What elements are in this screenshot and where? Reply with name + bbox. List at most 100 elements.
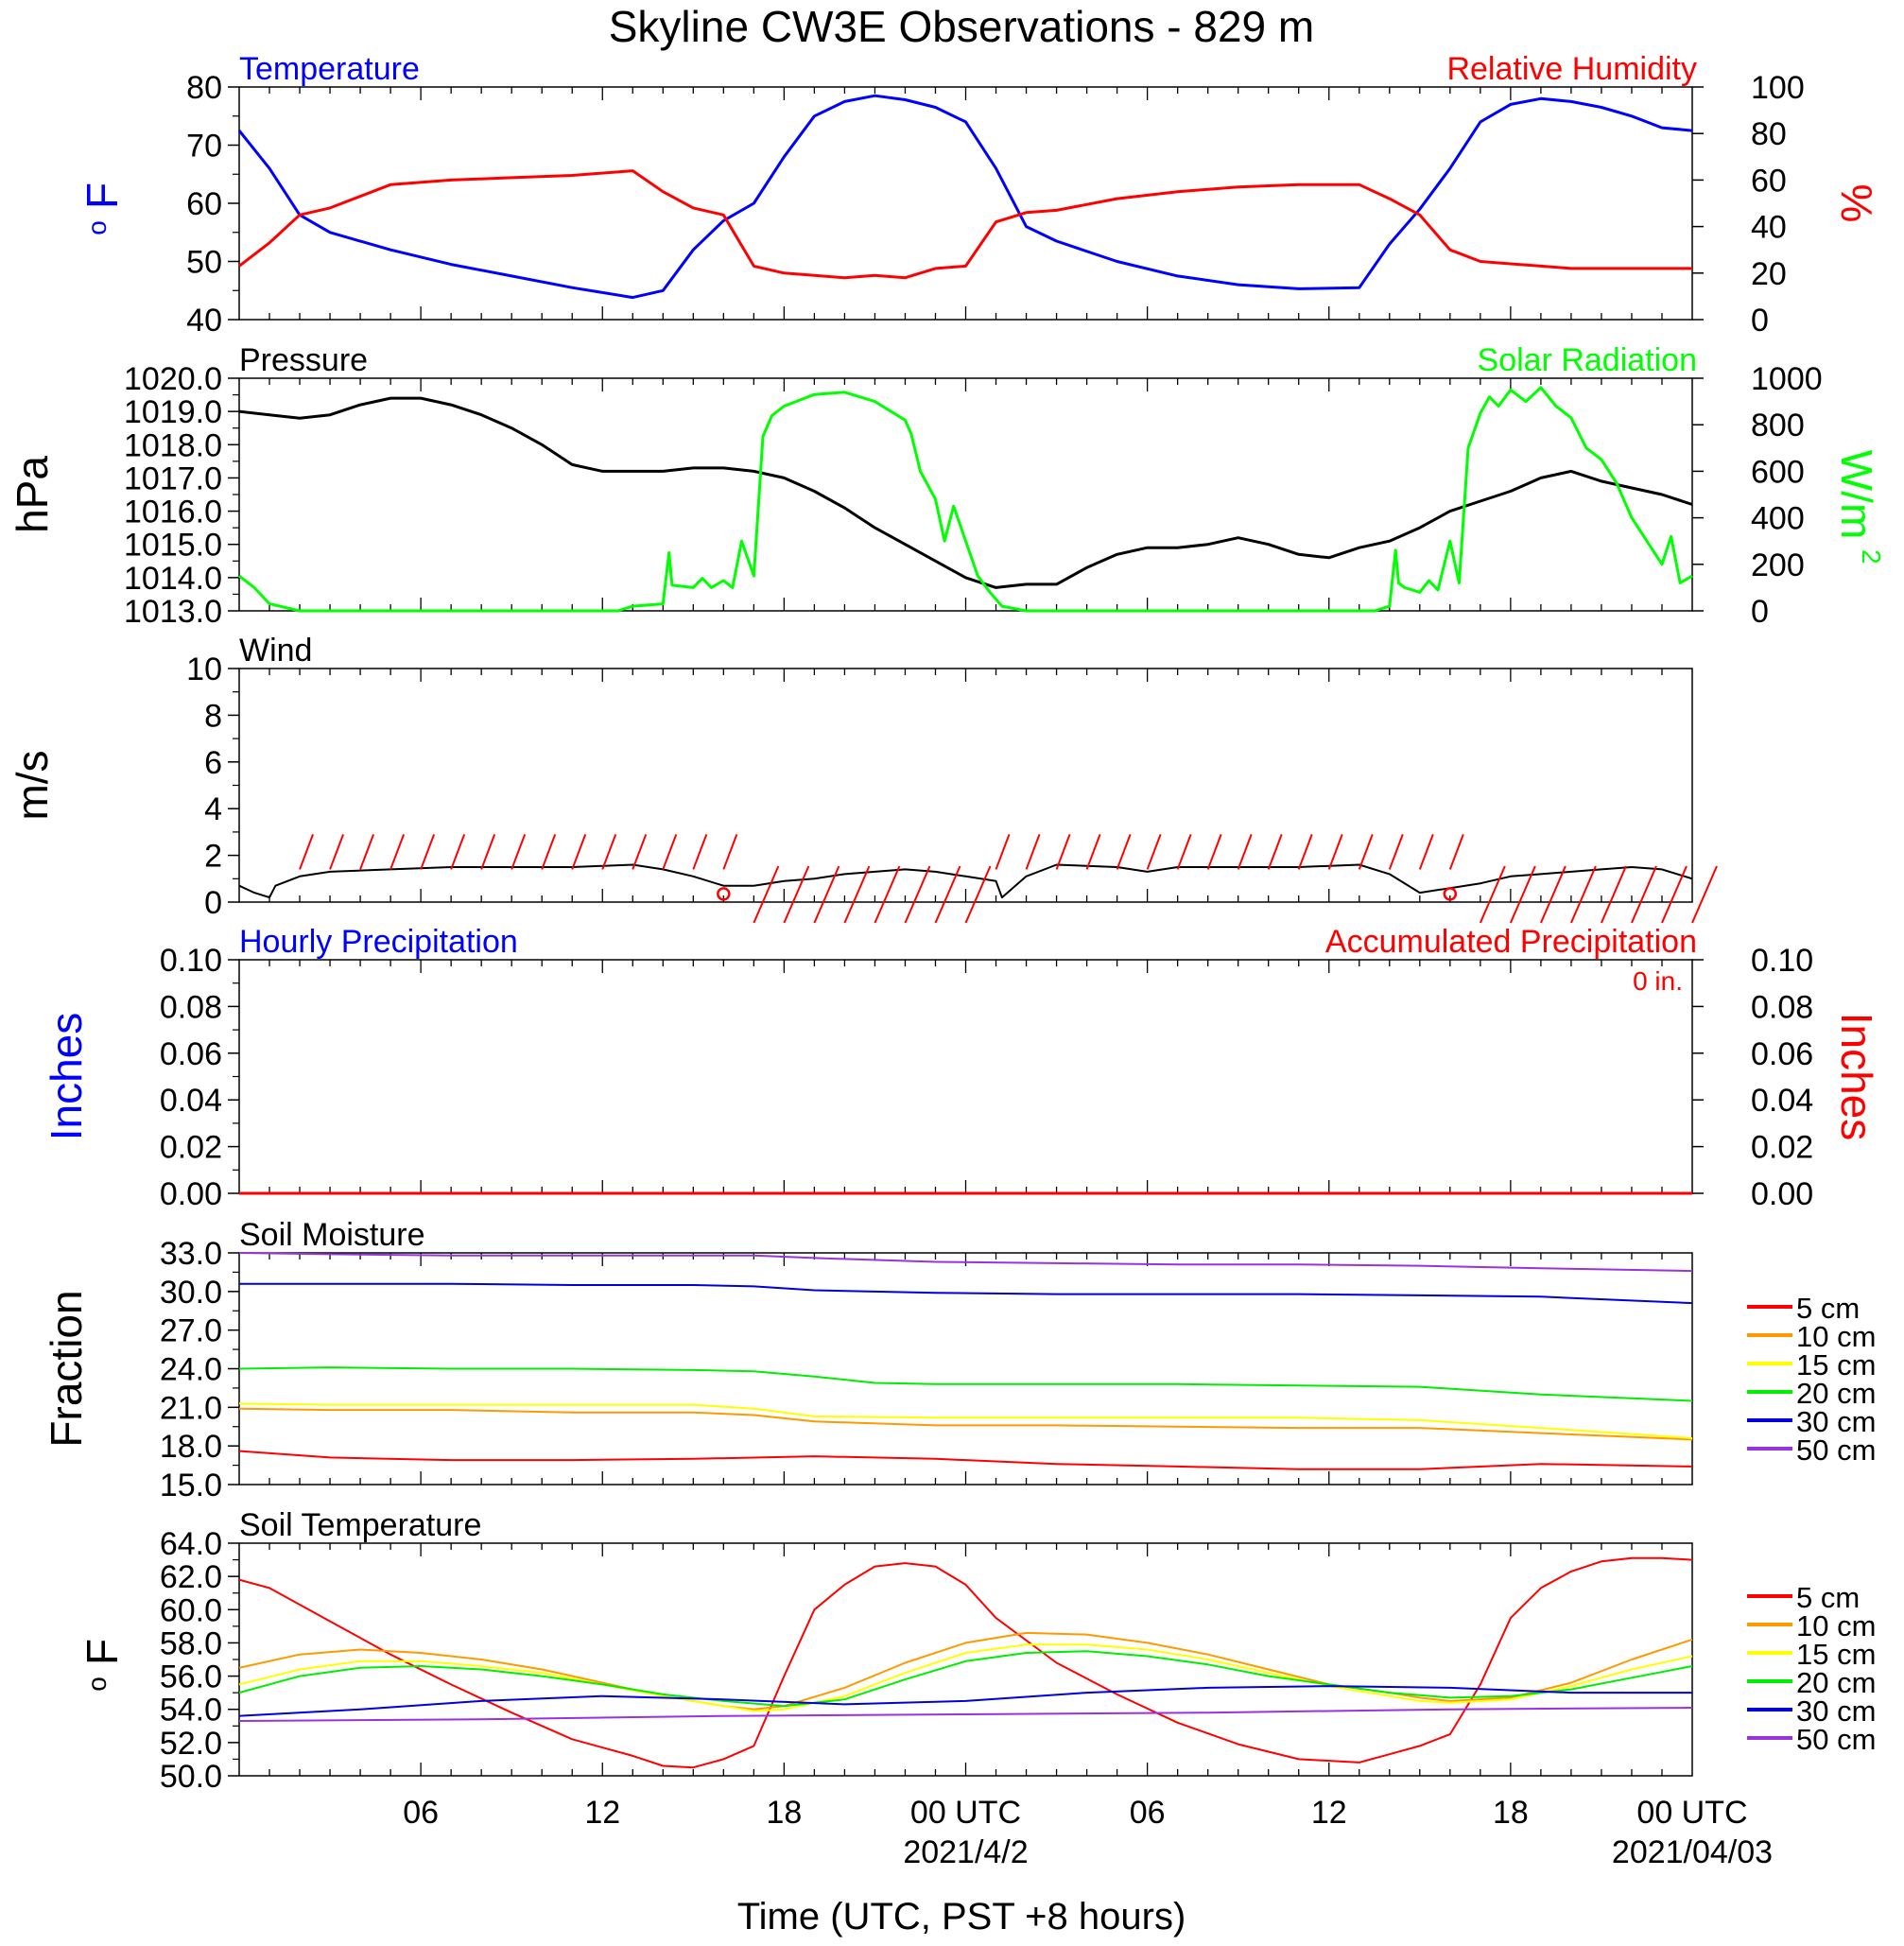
wind-barb [1479,865,1506,924]
wind-barb [1448,834,1464,870]
unit-degree-mark: o [82,220,112,235]
wind-barb [601,834,617,870]
right-tick-label: 0 [1751,594,1769,630]
left-tick-label: 18.0 [160,1429,222,1465]
left-axis-label: Fraction [42,1290,91,1447]
unit-letter: F [78,182,127,209]
panel-left-title: Temperature [239,51,420,87]
right-tick-label: 0.10 [1751,943,1813,979]
left-tick-label: 1020.0 [124,361,222,397]
left-tick-label: 50.0 [160,1759,222,1795]
wind-barb [359,834,375,870]
wind-barb [692,834,708,870]
unit-superscript: 2 [1857,549,1886,565]
wind-barb [904,865,931,924]
wind-barb [874,865,901,924]
wind-barb [753,865,780,924]
calm-wind-marker [1443,887,1458,901]
legend-label: 50 cm [1796,1723,1876,1756]
right-tick-label: 0.06 [1751,1036,1813,1072]
wind-barb [1539,865,1566,924]
right-tick-label: 100 [1751,70,1805,106]
left-tick-label: 56.0 [160,1659,222,1695]
right-tick-label: 0.00 [1751,1176,1813,1212]
wind-barb [1691,865,1718,924]
legend-label: 30 cm [1796,1405,1876,1438]
legend-label: 15 cm [1796,1348,1876,1381]
wind-barb [541,834,557,870]
wind-barb [722,834,738,870]
panel-right-title: Accumulated Precipitation [1325,924,1697,960]
wind-barb [1146,834,1162,870]
left-tick-label: 70 [186,129,222,165]
panel-precip: 0.00 0.02 0.04 0.06 0.08 0.10 0.00 0.02 0.04 0.06… [42,924,1881,1212]
right-axis-label: % [1832,184,1881,223]
left-axis-label: Inches [42,1013,91,1141]
series-line-15-cm [238,1402,1693,1439]
left-tick-label: 0.06 [160,1036,222,1072]
right-tick-label: 0.04 [1751,1083,1813,1119]
legend-label: 10 cm [1796,1609,1876,1642]
figure-title: Skyline CW3E Observations - 829 m [609,2,1315,51]
wind-barb [1358,834,1374,870]
legend-label: 50 cm [1796,1433,1876,1467]
wind-barb [662,834,678,870]
right-tick-label: 80 [1751,116,1787,152]
series-line-solar-radiation [238,386,1693,613]
left-tick-label: 58.0 [160,1625,222,1661]
accumulated-total: 0 in. [1633,966,1683,996]
wind-barb [1418,834,1434,870]
left-tick-label: 15.0 [160,1468,222,1503]
panel-soil-temperature: 50.052.054.056.058.060.062.064.0 Soil Tem… [78,1507,1876,1795]
left-tick-label: 0 [204,885,222,921]
series-line-15-cm [238,1643,1693,1712]
panel-left-title: Pressure [239,342,368,378]
left-tick-label: 27.0 [160,1313,222,1349]
series-line-pressure [238,396,1693,589]
wind-barb [1509,865,1536,924]
wind-barb [995,834,1011,870]
wind-barb [1237,834,1253,870]
wind-barb [1601,865,1627,924]
unit-degree-mark: o [82,1677,112,1692]
time-tick-label: 12 [584,1795,620,1831]
left-axis-label: m/s [8,750,57,820]
right-tick-label: 0.02 [1751,1130,1813,1166]
legend-label: 30 cm [1796,1694,1876,1728]
right-tick-label: 40 [1751,210,1787,246]
left-tick-label: 64.0 [160,1526,222,1562]
time-tick-label: 12 [1311,1795,1347,1831]
wind-barb [1025,834,1041,870]
left-tick-label: 80 [186,70,222,106]
left-tick-label: 33.0 [160,1236,222,1272]
panel-soil-moisture: 15.018.021.024.027.030.033.0 Soil Moistur… [42,1217,1876,1503]
panel-left-title: Wind [239,633,312,669]
time-tick-label: 18 [1493,1795,1529,1831]
wind-barb [843,865,871,924]
panel-pressure-solar: 1013.01014.01015.01016.01017.01018.01019… [8,342,1886,630]
time-tick-label: 06 [1130,1795,1166,1831]
wind-barb [511,834,527,870]
legend-label: 5 cm [1796,1581,1860,1614]
plot-frame [238,959,1693,1194]
left-axis-label: hPa [8,456,57,533]
series-line-10-cm [238,1407,1693,1441]
left-tick-label: 1016.0 [124,495,222,530]
series-line-10-cm [238,1631,1693,1711]
left-tick-label: 60 [186,186,222,222]
legend-label: 20 cm [1796,1377,1876,1410]
calm-wind-marker [717,887,731,901]
series-line-temperature [237,94,1693,300]
date-label: 2021/04/03 [1612,1834,1773,1870]
wind-barb [1055,834,1071,870]
series-line-50-cm [238,1707,1693,1722]
left-tick-label: 24.0 [160,1352,222,1388]
left-axis-label: oF [78,1639,127,1692]
right-tick-label: 20 [1751,256,1787,292]
legend-label: 10 cm [1796,1320,1876,1353]
left-tick-label: 4 [204,791,222,827]
right-tick-label: 600 [1751,454,1805,490]
